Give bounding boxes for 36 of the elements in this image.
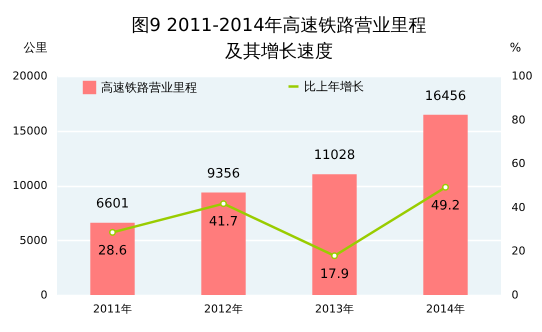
bar bbox=[201, 192, 246, 295]
x-tick-label: 2014年 bbox=[426, 302, 465, 316]
data-label: 11028 bbox=[314, 148, 356, 164]
y-tick-label: 0 bbox=[40, 288, 48, 302]
y-tick-label: 15000 bbox=[12, 124, 48, 138]
y-tick-label: 10000 bbox=[12, 179, 48, 192]
y-tick-label: 20000 bbox=[12, 70, 48, 82]
data-label: 17.9 bbox=[320, 266, 349, 282]
legend-label: 比上年增长 bbox=[304, 80, 364, 94]
data-label: 9356 bbox=[206, 166, 240, 182]
y-tick-label: 5000 bbox=[20, 234, 48, 247]
y2-axis-title: % bbox=[510, 40, 522, 54]
point bbox=[442, 184, 449, 191]
y2-tick-label: 40 bbox=[512, 200, 526, 214]
y2-tick-label: 0 bbox=[512, 288, 518, 302]
data-label: 49.2 bbox=[431, 198, 460, 214]
x-tick-label: 2012年 bbox=[204, 302, 243, 316]
data-label: 6601 bbox=[96, 196, 130, 212]
y2-tick-label: 60 bbox=[512, 157, 526, 170]
y2-tick-label: 100 bbox=[512, 70, 532, 82]
data-label: 41.7 bbox=[209, 214, 238, 230]
data-label: 28.6 bbox=[98, 243, 127, 258]
bar bbox=[312, 174, 357, 295]
x-tick-label: 2013年 bbox=[315, 302, 354, 316]
y2-tick-label: 80 bbox=[512, 113, 526, 126]
data-label: 16456 bbox=[424, 88, 466, 104]
x-tick-label: 2011年 bbox=[93, 302, 132, 316]
bar bbox=[423, 114, 468, 295]
point bbox=[109, 228, 116, 236]
y-axis-title: 公里 bbox=[24, 40, 48, 54]
legend-label: 高速铁路营业里程 bbox=[101, 80, 197, 94]
point bbox=[220, 200, 227, 208]
point bbox=[331, 252, 338, 260]
bar bbox=[90, 222, 135, 295]
chart-title: 图9 2011-2014年高速铁路营业里程及其增长速度 bbox=[131, 15, 427, 62]
y2-tick-label: 20 bbox=[512, 244, 526, 258]
